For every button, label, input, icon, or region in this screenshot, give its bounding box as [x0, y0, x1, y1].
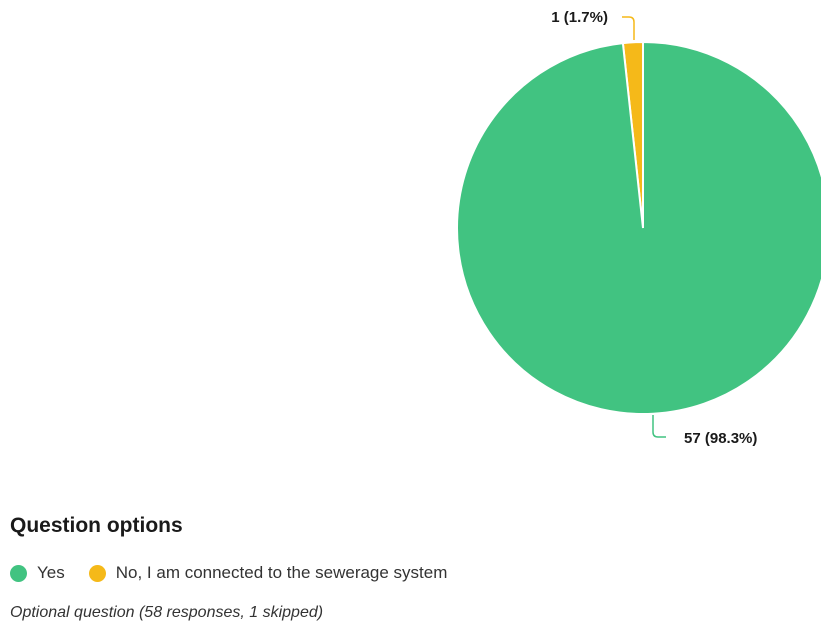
pie-leader-yes: [652, 415, 666, 438]
legend-title: Question options: [10, 514, 183, 537]
legend: Yes No, I am connected to the sewerage s…: [10, 561, 471, 585]
pie-label-no: 1 (1.7%): [551, 9, 608, 26]
pie-chart: 1 (1.7%) 57 (98.3%): [456, 9, 821, 447]
pie-label-yes: 57 (98.3%): [684, 430, 757, 447]
pie-slice-yes[interactable]: [456, 40, 821, 415]
legend-item-no[interactable]: No, I am connected to the sewerage syste…: [88, 563, 448, 583]
legend-label-yes: Yes: [37, 563, 65, 582]
legend-item-yes[interactable]: Yes: [10, 563, 65, 583]
footnote: Optional question (58 responses, 1 skipp…: [10, 604, 324, 621]
legend-dot-yes: [10, 564, 27, 582]
legend-dot-no: [88, 564, 106, 582]
pie-leader-no: [622, 16, 635, 40]
legend-label-no: No, I am connected to the sewerage syste…: [115, 563, 448, 582]
